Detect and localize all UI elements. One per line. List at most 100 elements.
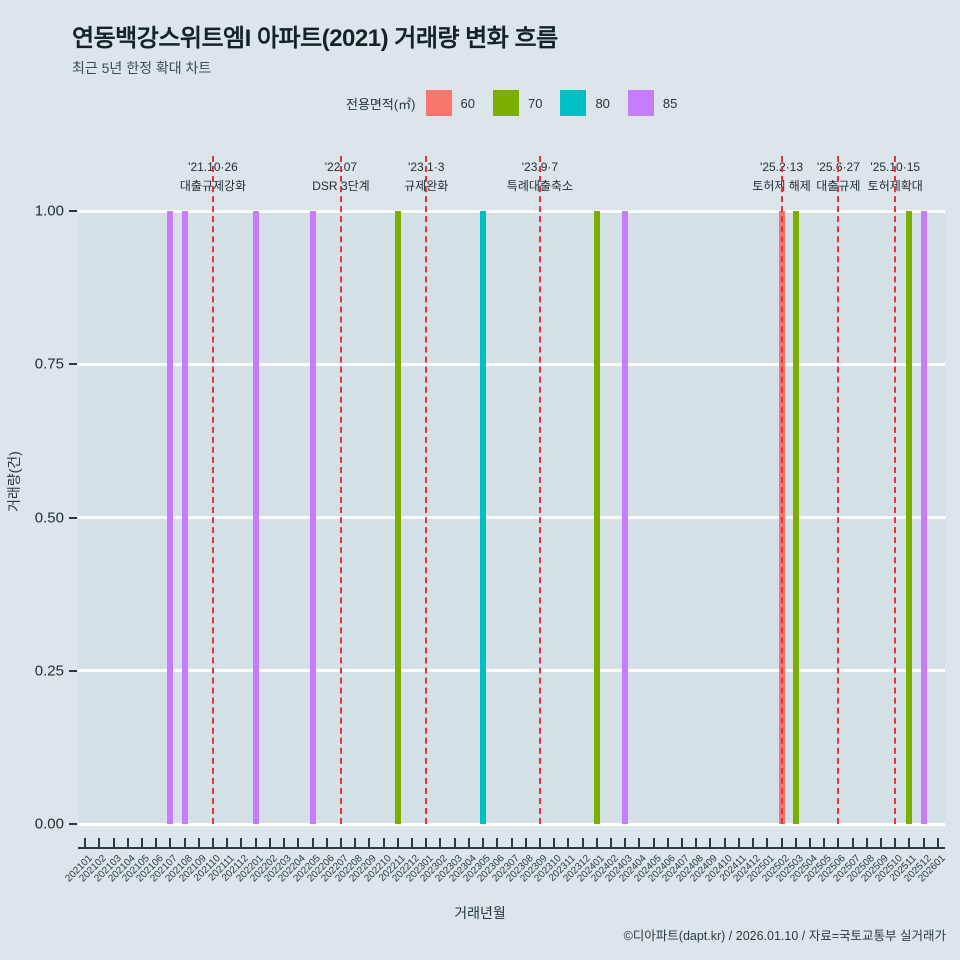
legend-item-80[interactable]: 80 xyxy=(560,90,621,116)
legend-swatch-icon xyxy=(492,90,519,116)
x-tick-mark xyxy=(737,838,740,849)
bar-70-202503[interactable] xyxy=(792,211,799,824)
x-tick-mark xyxy=(808,838,811,849)
chart-caption: ©디아파트(dapt.kr) / 2026.01.10 / 자료=국토교통부 실… xyxy=(623,929,946,943)
grid-line xyxy=(78,669,945,673)
x-tick-mark xyxy=(695,838,698,849)
legend: 전용면적(㎡) 60 70 80 85 xyxy=(346,90,695,116)
x-tick-mark xyxy=(553,838,556,849)
x-tick-mark xyxy=(183,838,186,849)
bar-70-202511[interactable] xyxy=(906,211,913,824)
x-tick-mark xyxy=(197,838,200,849)
bar-70-202401[interactable] xyxy=(593,211,600,824)
x-tick-mark xyxy=(510,838,513,849)
x-tick-mark xyxy=(482,838,485,849)
x-tick-mark xyxy=(155,838,158,849)
x-tick-mark xyxy=(382,838,385,849)
x-axis-title: 거래년월 xyxy=(454,905,506,921)
x-tick-mark xyxy=(496,838,499,849)
y-tick-mark xyxy=(69,823,77,825)
x-tick-mark xyxy=(766,838,769,849)
x-tick-mark xyxy=(666,838,669,849)
bar-80-202305[interactable] xyxy=(480,211,487,824)
x-tick-mark xyxy=(212,838,215,849)
grid-line xyxy=(78,209,945,213)
y-tick-mark xyxy=(69,363,77,366)
x-tick-mark xyxy=(311,838,314,849)
x-tick-mark xyxy=(411,838,413,849)
x-tick-mark xyxy=(837,838,840,849)
annotation-line-202309 xyxy=(538,156,541,824)
x-tick-mark xyxy=(709,838,712,849)
x-tick-mark xyxy=(581,838,584,849)
x-tick-mark xyxy=(823,838,826,849)
x-tick-mark xyxy=(567,838,570,849)
bar-85-202403[interactable] xyxy=(622,211,629,824)
x-tick-mark xyxy=(283,838,286,849)
bar-85-202205[interactable] xyxy=(309,211,316,824)
x-tick-mark xyxy=(325,838,328,849)
x-tick-mark xyxy=(112,838,115,849)
x-tick-mark xyxy=(140,838,143,849)
x-tick-mark xyxy=(254,838,257,849)
x-tick-mark xyxy=(226,838,229,849)
legend-title: 전용면적(㎡) xyxy=(346,96,416,112)
y-tick-mark xyxy=(69,669,77,672)
x-tick-mark xyxy=(467,838,470,849)
legend-item-label: 60 xyxy=(460,95,475,111)
grid-line xyxy=(78,362,945,366)
legend-item-label: 85 xyxy=(662,95,678,111)
annotation-line-202510 xyxy=(894,156,897,824)
legend-item-85[interactable]: 85 xyxy=(627,90,689,116)
legend-item-label: 70 xyxy=(527,95,543,111)
y-tick-label: 0.75 xyxy=(34,355,64,373)
x-tick-mark xyxy=(894,838,897,849)
plot-panel xyxy=(78,156,945,826)
y-tick-label: 1.00 xyxy=(34,202,64,220)
x-tick-mark xyxy=(169,838,172,849)
legend-swatch-icon xyxy=(425,90,452,116)
x-tick-mark xyxy=(780,838,783,849)
x-tick-mark xyxy=(339,838,342,849)
grid-line xyxy=(78,822,945,826)
x-tick-mark xyxy=(453,838,456,849)
y-axis-title: 거래량(건) xyxy=(6,451,22,512)
bar-85-202201[interactable] xyxy=(252,211,259,824)
x-tick-mark xyxy=(794,838,797,849)
x-tick-mark xyxy=(354,838,357,849)
x-tick-mark xyxy=(425,838,428,849)
bar-85-202107[interactable] xyxy=(167,211,174,824)
legend-item-label: 80 xyxy=(595,95,610,111)
x-tick-mark xyxy=(524,838,527,849)
x-tick-mark xyxy=(723,838,726,849)
x-tick-mark xyxy=(638,838,641,849)
annotation-line-202506 xyxy=(837,156,840,824)
annotation-line-202502 xyxy=(780,156,783,824)
legend-item-70[interactable]: 70 xyxy=(492,90,554,116)
legend-item-60[interactable]: 60 xyxy=(425,90,487,116)
page-subtitle: 최근 5년 한정 확대 차트 xyxy=(72,60,212,76)
x-tick-mark xyxy=(908,838,911,849)
bar-70-202211[interactable] xyxy=(394,211,401,824)
annotation-line-202301 xyxy=(425,156,428,824)
x-tick-mark xyxy=(609,838,612,849)
x-tick-mark xyxy=(865,838,868,849)
x-tick-mark xyxy=(268,838,271,849)
annotation-line-202110 xyxy=(212,156,215,824)
annotation-line-202207 xyxy=(339,156,342,824)
x-tick-mark xyxy=(538,838,541,849)
x-tick-mark xyxy=(752,838,755,849)
y-tick-label: 0.00 xyxy=(34,815,64,833)
x-tick-mark xyxy=(681,838,684,849)
bar-85-202512[interactable] xyxy=(920,211,927,824)
bar-85-202108[interactable] xyxy=(181,211,188,824)
x-tick-mark xyxy=(98,838,101,849)
x-tick-mark xyxy=(595,838,598,849)
x-tick-mark xyxy=(240,838,243,849)
y-tick-mark xyxy=(69,516,77,519)
x-tick-mark xyxy=(297,838,300,849)
legend-items: 60 70 80 85 xyxy=(425,90,696,116)
x-tick-mark xyxy=(624,838,627,849)
y-tick-label: 0.25 xyxy=(34,662,64,680)
